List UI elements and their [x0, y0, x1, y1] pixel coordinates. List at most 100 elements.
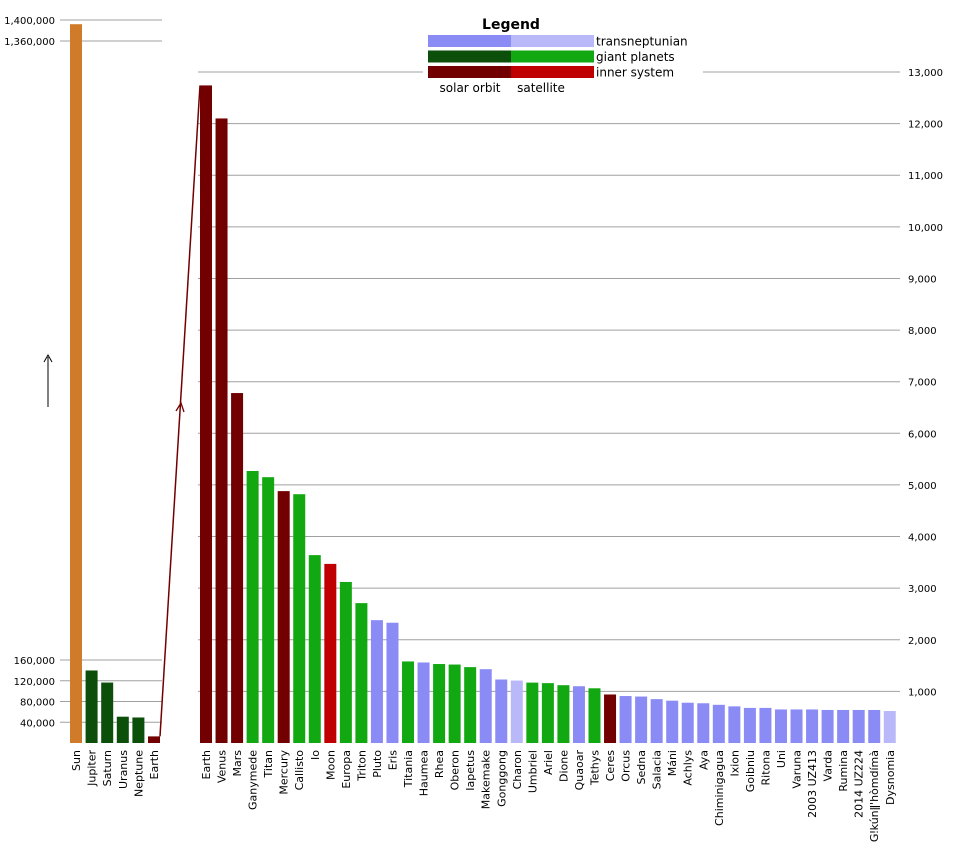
category-label: Neptune: [132, 750, 145, 797]
legend-title: Legend: [482, 17, 540, 33]
right-y-tick-label: 3,000: [908, 584, 937, 595]
category-label: Eris: [386, 750, 399, 771]
bar-earth: [148, 736, 160, 743]
bar-makemake: [479, 669, 492, 743]
bar-oberon: [448, 664, 461, 743]
bar-dione: [557, 685, 570, 743]
bar-quaoar: [572, 686, 585, 743]
right-panel-bars: [200, 85, 896, 744]
bar-achlys: [681, 702, 694, 743]
category-label: Rumina: [837, 750, 850, 792]
right-y-tick-label: 7,000: [908, 378, 937, 389]
bar-aya: [697, 703, 710, 743]
legend-row-label: inner system: [596, 66, 674, 80]
right-y-tick-label: 8,000: [908, 326, 937, 337]
right-y-tick-label: 1,000: [908, 687, 937, 698]
category-label: Gonggong: [495, 750, 508, 807]
bar-2014-uz224: [852, 709, 865, 743]
bar-neptune: [132, 717, 145, 743]
bar-sedna: [635, 696, 648, 743]
category-label: 2003 UZ413: [806, 750, 819, 818]
category-label: Ixion: [728, 750, 741, 777]
bar-earth: [200, 85, 212, 744]
right-y-tick-label: 4,000: [908, 533, 937, 544]
right-y-tick-label: 9,000: [908, 274, 937, 285]
category-label: 2014 UZ224: [853, 750, 866, 818]
right-panel-category-labels: Earth Venus Mars Ganymede Titan Mercury Callis…: [200, 750, 897, 843]
bar-ceres: [604, 694, 617, 743]
bar-moon: [324, 563, 337, 743]
category-label: Earth: [148, 750, 161, 780]
earth-connector-arrowhead: [175, 401, 185, 413]
legend-swatch-satellite: [511, 35, 594, 47]
left-panel-category-labels: Sun Jupiter Saturn Uranus Neptune Earth: [70, 750, 161, 797]
legend-swatch-satellite: [511, 66, 594, 78]
bar-triton: [355, 603, 368, 743]
bar-ganymede: [246, 470, 259, 743]
category-label: Oberon: [449, 750, 462, 790]
bar-2003-uz413: [806, 709, 819, 743]
category-label: Dione: [557, 750, 570, 782]
bar-umbriel: [526, 682, 539, 743]
bar-mars: [231, 393, 244, 743]
category-label: Haumea: [418, 750, 431, 796]
bar-orcus: [619, 696, 632, 743]
left-y-tick-label: 1,360,000: [4, 37, 55, 48]
bar-goibniu: [743, 707, 756, 743]
legend-column-label: solar orbit: [440, 81, 501, 95]
category-label: Charon: [511, 750, 524, 789]
bar-rhea: [433, 664, 446, 743]
bar-jupiter: [85, 670, 98, 743]
category-label: Rhea: [433, 750, 446, 778]
bar-ritona: [759, 707, 772, 743]
category-label: Moon: [324, 750, 337, 780]
category-label: Goibniu: [744, 750, 757, 792]
bar-titan: [262, 477, 275, 743]
category-label: Varda: [822, 750, 835, 781]
bar-haumea: [417, 662, 430, 743]
bar-venus: [215, 118, 228, 743]
bar-eris: [386, 622, 399, 743]
bar-ixion: [728, 706, 741, 743]
category-label: Mercury: [278, 750, 291, 795]
category-label: Aya: [697, 750, 710, 770]
bar-tethys: [588, 688, 601, 743]
category-label: Io: [309, 750, 322, 760]
category-label: Orcus: [620, 750, 633, 782]
category-label: Triton: [355, 750, 368, 782]
bar-europa: [339, 581, 352, 743]
bar-titania: [402, 661, 415, 743]
category-label: Umbriel: [526, 750, 539, 793]
category-label: Tethys: [589, 750, 602, 786]
decorations: [43, 85, 201, 737]
left-y-tick-label: 160,000: [14, 656, 55, 667]
category-label: Callisto: [293, 750, 306, 791]
bar-chiminigagua: [712, 704, 725, 743]
left-y-tick-label: 40,000: [20, 718, 55, 729]
bar-sun: [70, 24, 82, 743]
category-label: Ariel: [542, 750, 555, 775]
category-label: Dysnomia: [884, 750, 897, 805]
category-label: Sedna: [635, 750, 648, 784]
bar-mercury: [277, 491, 290, 743]
legend-swatch-solar-orbit: [428, 50, 511, 63]
category-label: Makemake: [480, 750, 493, 809]
category-label: Mars: [231, 750, 244, 777]
category-label: Uranus: [117, 750, 130, 789]
category-label: Salacia: [651, 750, 664, 789]
category-label: Chiminigagua: [713, 750, 726, 826]
category-label: Earth: [200, 750, 213, 780]
category-label: Titan: [262, 750, 275, 778]
right-y-tick-label: 10,000: [908, 223, 943, 234]
bar-ariel: [541, 683, 554, 743]
bar-callisto: [293, 494, 306, 743]
legend-row-label: giant planets: [596, 50, 675, 64]
bar-dysnomia: [883, 710, 896, 743]
category-label: Jupiter: [86, 750, 99, 787]
bar-varda: [821, 709, 834, 743]
bar-gonggong: [495, 679, 508, 743]
legend-column-label: satellite: [517, 81, 565, 95]
scale-break-arrowhead: [43, 353, 53, 363]
bar-salacia: [650, 699, 663, 743]
